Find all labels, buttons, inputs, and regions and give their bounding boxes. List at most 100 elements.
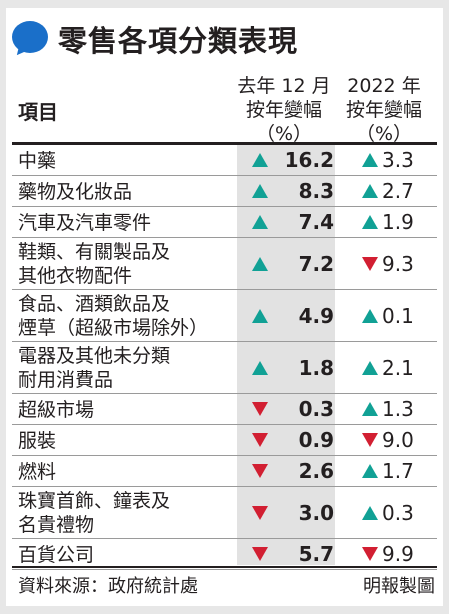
header-col2-line: （%）	[355, 123, 413, 145]
change-value: 9.3	[382, 251, 414, 276]
change-value: 5.7	[298, 542, 334, 566]
down-triangle-icon	[362, 256, 378, 271]
page-title: 零售各項分類表現	[58, 24, 299, 58]
year-change-cell: 9.0	[350, 425, 438, 455]
year-change-cell: 0.3	[350, 487, 438, 538]
row-label-line: 中藥	[18, 149, 57, 172]
row-label-line: 食品、酒類飲品及	[18, 293, 171, 315]
up-triangle-icon	[252, 153, 268, 167]
credit-note: 明報製圖	[363, 576, 435, 597]
down-triangle-icon	[252, 433, 268, 447]
row-label-line: 名貴禮物	[18, 514, 95, 536]
change-value: 4.9	[298, 303, 334, 328]
dec-change-cell: 7.4	[248, 207, 344, 237]
header-item-label: 項目	[18, 100, 58, 124]
up-triangle-icon	[252, 256, 268, 271]
row-label: 汽車及汽車零件	[18, 211, 151, 235]
change-value: 9.0	[382, 428, 414, 452]
change-value: 2.6	[298, 459, 334, 483]
row-label-line: 超級市場	[18, 398, 95, 421]
header-col2: 2022 年 按年變幅 （%）	[336, 74, 432, 146]
table-row: 燃料 2.6 1.7	[12, 456, 437, 487]
header-col1-line: 去年 12 月	[237, 75, 331, 97]
change-value: 8.3	[298, 179, 334, 203]
row-label-line: 珠寶首飾、鐘表及	[18, 490, 171, 512]
down-triangle-icon	[362, 433, 378, 447]
header-col1-line: 按年變幅	[245, 99, 322, 121]
down-triangle-icon	[252, 505, 268, 520]
table-row: 鞋類、有關製品及 其他衣物配件 7.2 9.3	[12, 238, 437, 290]
table-row: 珠寶首飾、鐘表及 名貴禮物 3.0 0.3	[12, 487, 437, 539]
down-triangle-icon	[252, 402, 268, 416]
change-value: 1.7	[382, 459, 414, 483]
change-value: 0.9	[298, 428, 334, 452]
up-triangle-icon	[252, 215, 268, 229]
footer-divider	[12, 566, 437, 568]
row-label: 鞋類、有關製品及 其他衣物配件	[18, 240, 170, 288]
change-value: 1.8	[298, 355, 334, 380]
change-value: 1.9	[382, 210, 414, 234]
down-triangle-icon	[252, 464, 268, 478]
header-divider	[12, 142, 437, 145]
down-triangle-icon	[252, 547, 268, 561]
change-value: 16.2	[284, 148, 334, 172]
row-label: 超級市場	[18, 398, 94, 422]
table-row: 百貨公司 5.7 9.9	[12, 539, 437, 570]
year-change-cell: 9.9	[350, 539, 438, 569]
down-triangle-icon	[362, 547, 378, 561]
table-row: 中藥 16.2 3.3	[12, 145, 437, 176]
up-triangle-icon	[362, 308, 378, 323]
dec-change-cell: 0.9	[248, 425, 344, 455]
change-value: 1.3	[382, 397, 414, 421]
row-label: 食品、酒類飲品及 煙草（超級市場除外）	[18, 292, 208, 340]
change-value: 7.4	[298, 210, 334, 234]
up-triangle-icon	[362, 402, 378, 416]
year-change-cell: 9.3	[350, 238, 438, 289]
dec-change-cell: 1.8	[248, 342, 344, 393]
dec-change-cell: 5.7	[248, 539, 344, 569]
row-label-line: 藥物及化妝品	[18, 180, 133, 203]
row-label-line: 鞋類、有關製品及	[18, 241, 171, 263]
dec-change-cell: 8.3	[248, 176, 344, 206]
row-label: 珠寶首飾、鐘表及 名貴禮物	[18, 489, 170, 537]
row-label-line: 其他衣物配件	[18, 265, 133, 287]
header-col1: 去年 12 月 按年變幅 （%）	[232, 74, 336, 146]
change-value: 0.1	[382, 303, 414, 328]
row-label: 服裝	[18, 429, 56, 453]
row-label: 電器及其他未分類 耐用消費品	[18, 344, 170, 392]
up-triangle-icon	[362, 153, 378, 167]
change-value: 3.0	[298, 500, 334, 525]
up-triangle-icon	[252, 184, 268, 198]
up-triangle-icon	[362, 184, 378, 198]
table-row: 食品、酒類飲品及 煙草（超級市場除外） 4.9 0.1	[12, 290, 437, 342]
dec-change-cell: 3.0	[248, 487, 344, 538]
row-label-line: 服裝	[18, 429, 57, 452]
row-label: 燃料	[18, 460, 56, 484]
speech-bubble-icon	[10, 21, 48, 61]
title-bar: 零售各項分類表現	[10, 14, 299, 64]
table-row: 電器及其他未分類 耐用消費品 1.8 2.1	[12, 342, 437, 394]
year-change-cell: 1.3	[350, 394, 438, 424]
row-label-line: 煙草（超級市場除外）	[18, 317, 209, 339]
year-change-cell: 3.3	[350, 145, 438, 175]
up-triangle-icon	[362, 215, 378, 229]
change-value: 9.9	[382, 542, 414, 566]
dec-change-cell: 0.3	[248, 394, 344, 424]
table-row: 藥物及化妝品 8.3 2.7	[12, 176, 437, 207]
year-change-cell: 1.9	[350, 207, 438, 237]
row-label-line: 汽車及汽車零件	[18, 211, 152, 234]
change-value: 2.7	[382, 179, 414, 203]
dec-change-cell: 4.9	[248, 290, 344, 341]
dec-change-cell: 2.6	[248, 456, 344, 486]
up-triangle-icon	[252, 360, 268, 375]
year-change-cell: 0.1	[350, 290, 438, 341]
row-label-line: 電器及其他未分類	[18, 345, 171, 367]
header-col2-line: 按年變幅	[345, 99, 422, 121]
row-label: 百貨公司	[18, 543, 94, 567]
change-value: 7.2	[298, 251, 334, 276]
row-label: 藥物及化妝品	[18, 180, 132, 204]
change-value: 3.3	[382, 148, 414, 172]
up-triangle-icon	[362, 464, 378, 478]
change-value: 0.3	[382, 500, 414, 525]
row-label: 中藥	[18, 149, 56, 173]
